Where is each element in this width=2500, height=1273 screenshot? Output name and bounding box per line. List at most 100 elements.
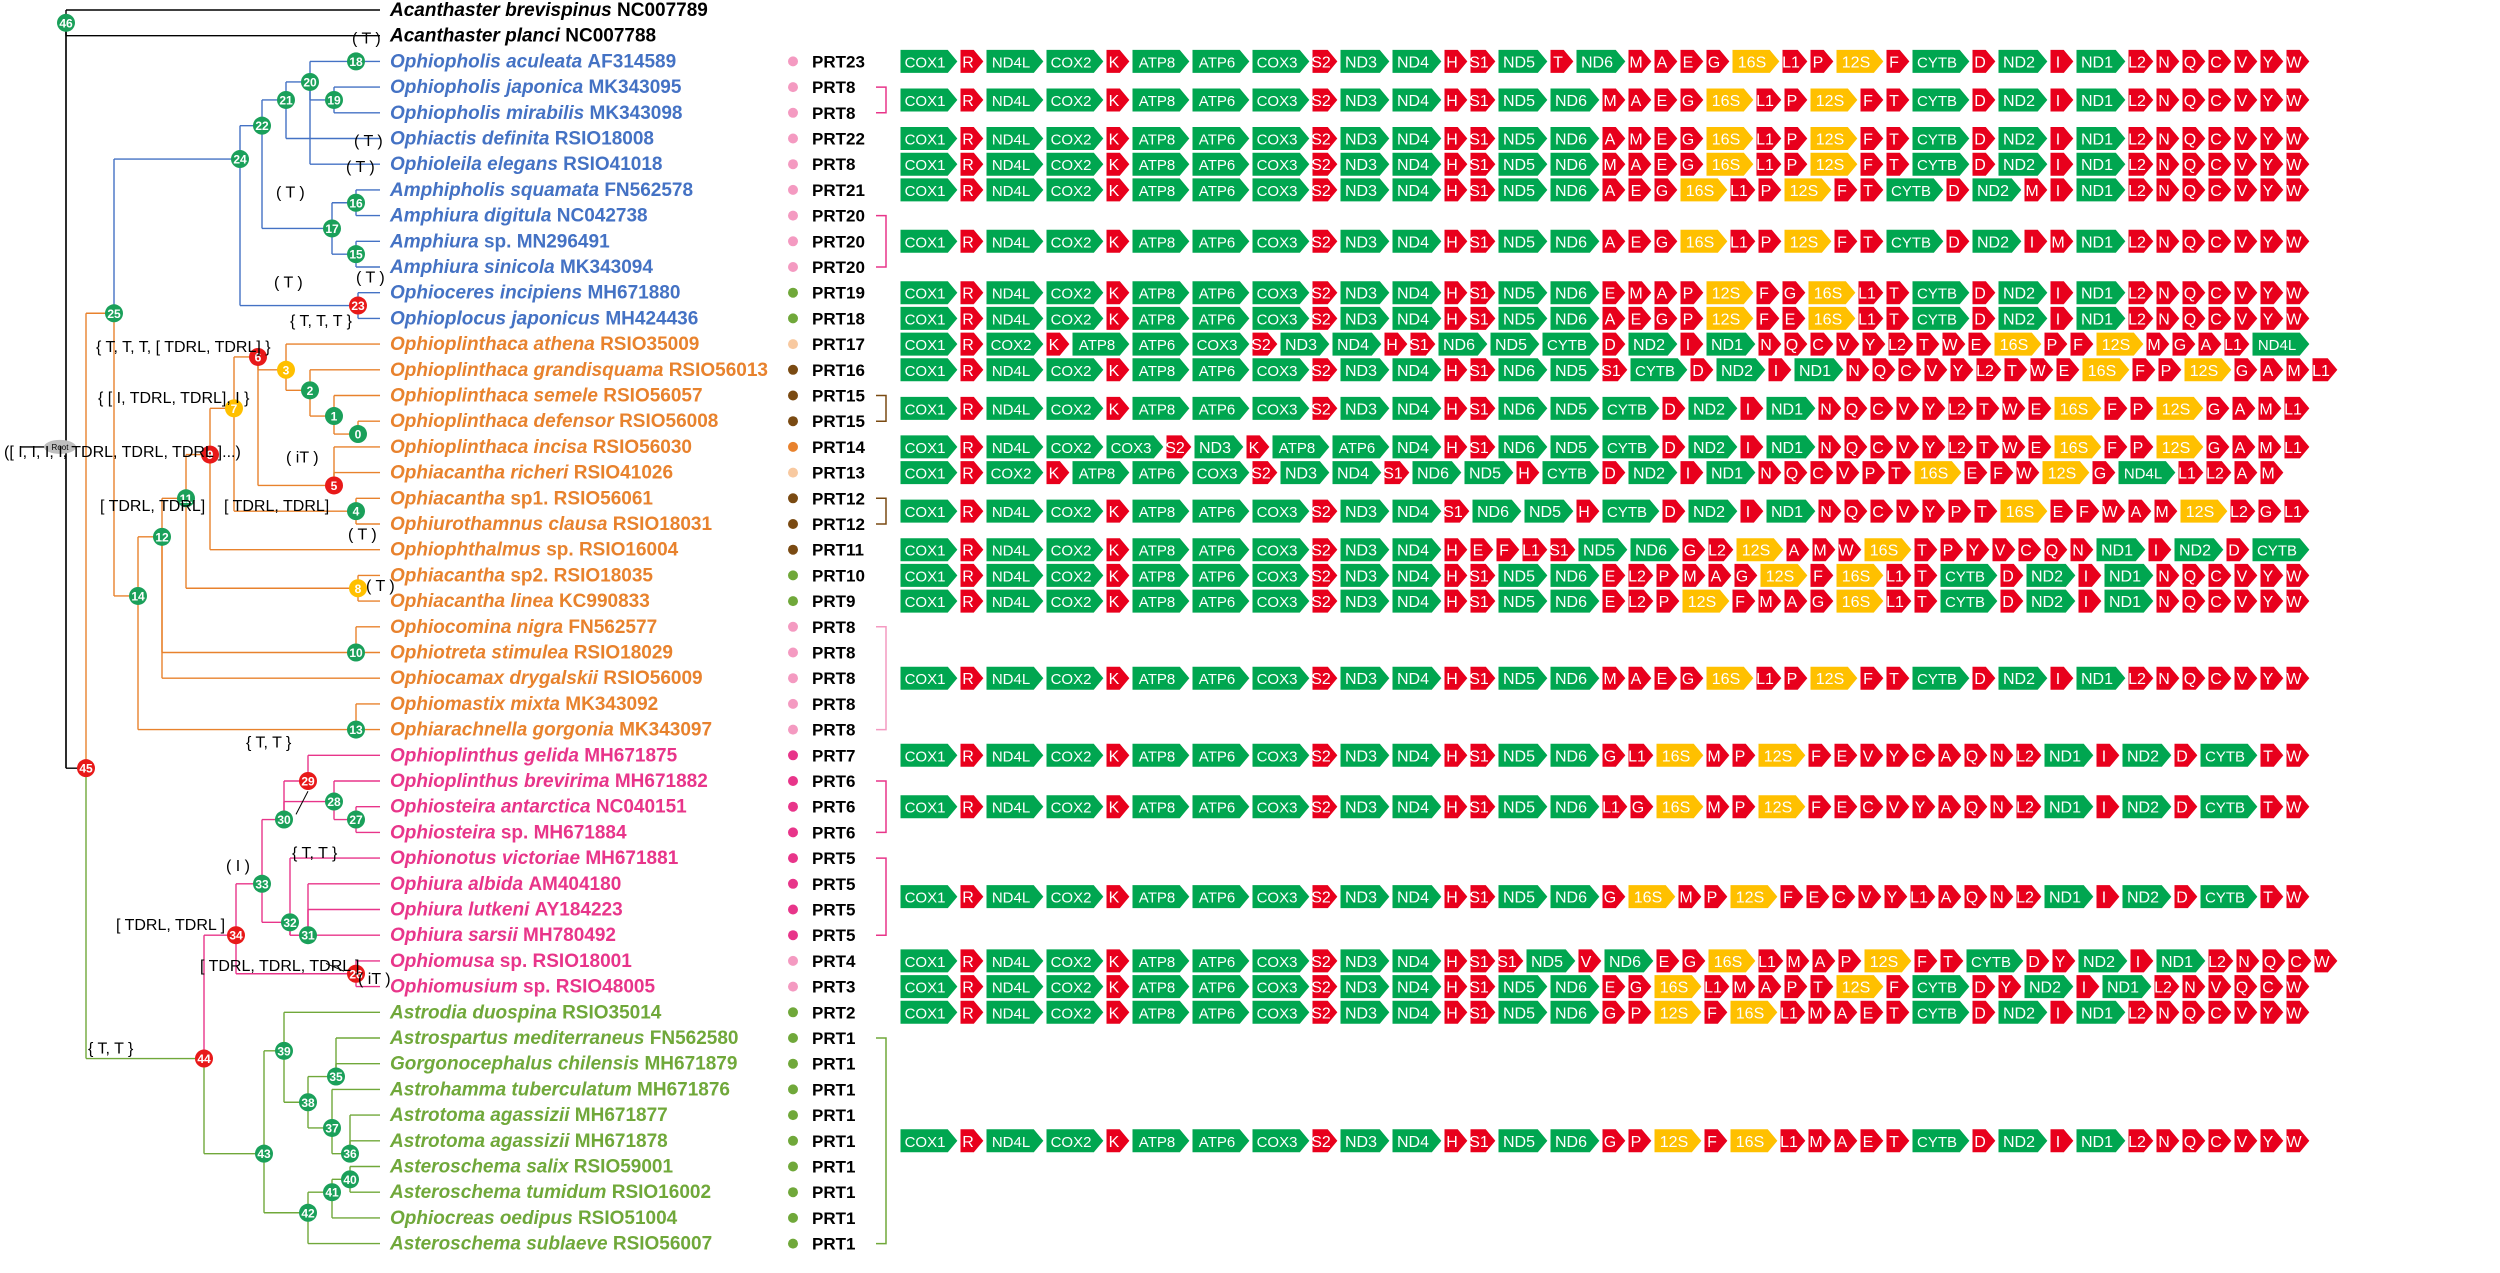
gene-arrow: [2199, 884, 2259, 910]
gene-arrow: [899, 151, 959, 177]
tree-node: [325, 476, 343, 495]
gene-arrow: [2155, 228, 2181, 254]
prt-group-bracket: [876, 626, 887, 731]
gene-arrow: [2285, 48, 2311, 74]
gene-arrow: [1755, 151, 1783, 177]
gene-label: ND4: [1337, 337, 1369, 354]
gene-arrow: [1733, 562, 1759, 588]
prt-label: PRT1: [812, 1106, 855, 1125]
gene-label: ND2: [2003, 93, 2035, 110]
species-qualifier: sp.: [546, 540, 579, 561]
gene-arrow: [2075, 1128, 2127, 1154]
gene-label: ND5: [1503, 157, 1535, 174]
tree-node: [277, 90, 295, 109]
gene-arrow: [2155, 177, 2181, 203]
gene-arrow: [1523, 498, 1575, 524]
gene-label: ND6: [1555, 890, 1587, 907]
gene-label: 12S: [2186, 504, 2214, 521]
gene-arrow: [2103, 588, 2155, 614]
gene-arrow: [1783, 228, 1833, 254]
gene-arrow: [1809, 588, 1835, 614]
gene-arrow: [2207, 974, 2233, 1000]
species-name: Ophiosteira antarctica: [390, 797, 596, 818]
gene-label: G: [1632, 800, 1644, 817]
gene-arrow: [1443, 742, 1469, 768]
gene-label: L1: [1756, 132, 1774, 149]
species-name: Ophioleila elegans: [390, 154, 563, 175]
gene-label: L1: [1730, 234, 1748, 251]
gene-arrow: [1679, 228, 1729, 254]
gene-label: I: [1746, 401, 1750, 418]
gene-arrow: [985, 87, 1045, 113]
gene-label: ATP8: [1079, 337, 1115, 354]
gene-arrow: [1191, 357, 1251, 383]
species-name: Ophioplinthaca defensor: [390, 411, 619, 432]
gene-label: ND3: [1345, 890, 1377, 907]
gene-label: COX1: [905, 440, 946, 457]
gene-arrow: [1963, 742, 1989, 768]
gene-arrow: [2181, 177, 2207, 203]
gene-label: M: [1707, 800, 1720, 817]
gene-arrow: [2095, 742, 2121, 768]
gene-arrow: [1885, 48, 1911, 74]
gene-arrow: [2155, 48, 2181, 74]
species-label: Ophiotreta stimulea RSIO18029: [390, 643, 673, 664]
gene-label: P: [1787, 132, 1798, 149]
gene-label: ND4L: [992, 504, 1030, 521]
gene-arrow: [2075, 177, 2127, 203]
gene-label: COX3: [1257, 1134, 1298, 1151]
gene-label: P: [1761, 234, 1772, 251]
gene-label: COX1: [905, 980, 946, 997]
tree-node: [299, 772, 317, 790]
gene-arrow: [985, 999, 1045, 1025]
gene-label: ATP6: [1199, 286, 1235, 303]
gene-arrow: [1311, 948, 1339, 974]
gene-label: S2: [1311, 311, 1331, 328]
gene-label: L2: [2128, 132, 2146, 149]
gene-arrow: [2225, 537, 2251, 563]
gene-arrow: [899, 999, 959, 1025]
gene-arrow: [2207, 588, 2233, 614]
gene-label: C: [2210, 1005, 2222, 1022]
gene-label: ND5: [1503, 671, 1535, 688]
gene-label: F: [1889, 980, 1899, 997]
gene-arrow: [959, 460, 985, 486]
gene-arrow: [1497, 280, 1549, 306]
prt-label: PRT8: [812, 618, 855, 637]
species-name: Ophioplinthus gelida: [390, 745, 584, 766]
gene-label: L1: [2284, 504, 2302, 521]
tree-node: [347, 720, 365, 739]
gene-label: G: [2094, 466, 2106, 483]
prt-label: PRT3: [812, 978, 855, 997]
gene-label: 16S: [1686, 234, 1714, 251]
gene-label: Q: [2046, 543, 2058, 560]
species-label: Amphiura digitula NC042738: [389, 206, 648, 227]
gene-label: Q: [2184, 183, 2196, 200]
species-qualifier: sp.: [523, 977, 556, 998]
gene-label: M: [2155, 504, 2168, 521]
prt-label: PRT1: [812, 1029, 855, 1048]
gene-arrow: [2285, 665, 2311, 691]
species-label: Ophiocomina nigra FN562577: [390, 617, 657, 638]
gene-arrow: [1817, 498, 1843, 524]
gene-arrow: [1707, 562, 1733, 588]
gene-arrow: [2183, 357, 2233, 383]
gene-label: I: [2154, 543, 2158, 560]
gene-label: 16S: [1714, 954, 1742, 971]
gene-arrow: [1045, 228, 1105, 254]
gene-label: V: [2237, 286, 2248, 303]
gene-label: E: [1967, 466, 1978, 483]
tree-node: [249, 347, 267, 366]
gene-label: A: [1941, 800, 1952, 817]
gene-arrow: [1781, 48, 1809, 74]
gene-arrow: [2155, 999, 2181, 1025]
tree-annotation: [ TDRL, TDRL, TDRL ]: [200, 958, 359, 975]
gene-label: A: [2237, 466, 2248, 483]
gene-label: ND4L: [2124, 466, 2162, 483]
gene-label: S2: [1311, 543, 1331, 560]
gene-arrow: [1251, 665, 1311, 691]
gene-arrow: [1703, 999, 1729, 1025]
gene-label: L1: [1858, 311, 1876, 328]
gene-arrow: [2285, 1128, 2311, 1154]
gene-arrow: [1131, 305, 1191, 331]
